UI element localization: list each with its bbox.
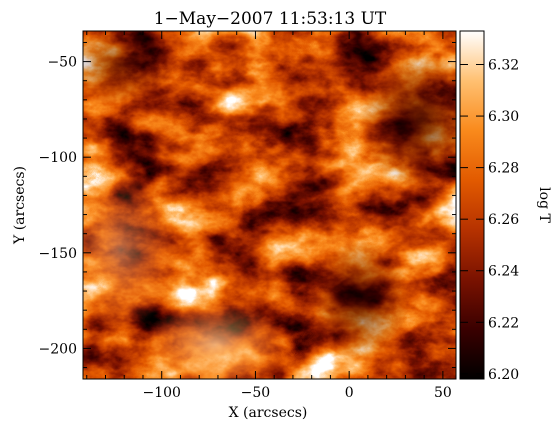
plot-frame	[82, 30, 457, 380]
y-tick-label: −50	[47, 55, 77, 71]
chart-title: 1−May−2007 11:53:13 UT	[154, 9, 387, 29]
y-tick-label: −200	[39, 341, 77, 357]
colorbar-label: log T	[536, 187, 551, 223]
colorbar-tick-label: 6.26	[488, 212, 519, 228]
colorbar-frame	[459, 30, 485, 380]
colorbar	[460, 31, 484, 379]
y-tick-label: −150	[39, 246, 77, 262]
colorbar-tick-label: 6.30	[488, 109, 519, 125]
x-axis-ticks: −100 −50 0 50	[86, 31, 452, 401]
colorbar-ticks: 6.20 6.22 6.24 6.26 6.28 6.30 6.32	[460, 58, 519, 383]
y-tick-label: −100	[39, 150, 77, 166]
y-axis-label: Y (arcsecs)	[12, 166, 28, 245]
colorbar-tick-label: 6.24	[488, 264, 519, 280]
colorbar-tick-label: 6.20	[488, 367, 519, 383]
colorbar-tick-label: 6.32	[488, 58, 519, 74]
x-tick-label: 50	[434, 385, 452, 401]
colorbar-tick-label: 6.28	[488, 161, 519, 177]
x-tick-label: −100	[142, 385, 180, 401]
x-tick-label: 0	[345, 385, 354, 401]
colorbar-tick-label: 6.22	[488, 315, 519, 331]
x-tick-label: −50	[241, 385, 271, 401]
heatmap-image	[83, 31, 456, 379]
x-axis-label: X (arcsecs)	[229, 405, 308, 421]
y-axis-ticks: −50 −100 −150 −200	[39, 41, 456, 369]
